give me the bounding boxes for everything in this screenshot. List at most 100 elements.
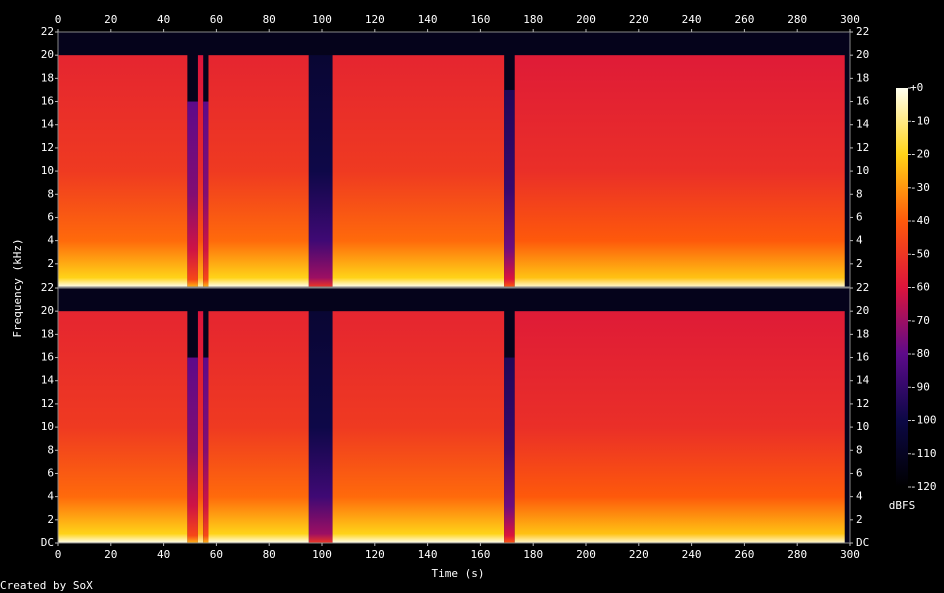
spectrum-segment [58, 55, 188, 287]
spectrum-segment [514, 311, 845, 543]
colorbar-tick-label: -110 [910, 447, 937, 460]
y-tick-label-right: 10 [856, 164, 869, 177]
x-tick-label: 220 [629, 548, 649, 561]
y-tick-label-right: 12 [856, 397, 869, 410]
y-tick-label-right: 8 [856, 443, 863, 456]
x-tick-label-top: 220 [629, 13, 649, 26]
y-tick-label: 20 [41, 304, 54, 317]
x-tick-label: 280 [787, 548, 807, 561]
y-tick-label-right: 12 [856, 141, 869, 154]
x-tick-label: 120 [365, 548, 385, 561]
y-tick-label: 4 [47, 490, 54, 503]
y-tick-label: 12 [41, 397, 54, 410]
spectrum-segment [58, 311, 188, 543]
x-tick-label-top: 80 [263, 13, 276, 26]
x-tick-label-top: 40 [157, 13, 170, 26]
y-tick-label-right: 2 [856, 513, 863, 526]
y-tick-label: 14 [41, 374, 55, 387]
x-tick-label: 300 [840, 548, 860, 561]
y-tick-label-right: 16 [856, 95, 869, 108]
plot-frame [57, 31, 851, 288]
y-tick-label: 8 [47, 443, 54, 456]
x-tick-label: 260 [734, 548, 754, 561]
x-tick-label: 20 [104, 548, 117, 561]
plot-frame [57, 287, 851, 544]
x-tick-label: 100 [312, 548, 332, 561]
colorbar-tick-label: -70 [910, 314, 930, 327]
y-tick-label-right: 4 [856, 490, 863, 503]
spectrum-segment [514, 55, 845, 287]
x-tick-label-top: 280 [787, 13, 807, 26]
x-tick-label-top: 120 [365, 13, 385, 26]
spectrum-segment [187, 357, 198, 543]
colorbar-label: dBFS [889, 499, 916, 512]
y-tick-label-right: 20 [856, 304, 869, 317]
x-tick-label-top: 260 [734, 13, 754, 26]
spectrum-segment [197, 55, 204, 287]
y-tick-label-right: DC [856, 536, 869, 549]
y-tick-label-right: 6 [856, 466, 863, 479]
y-tick-label: 10 [41, 420, 54, 433]
y-tick-label: 4 [47, 234, 54, 247]
y-tick-label: 14 [41, 118, 55, 131]
x-tick-label-top: 60 [210, 13, 223, 26]
y-tick-label: 2 [47, 257, 54, 270]
y-tick-label-right: 14 [856, 374, 870, 387]
colorbar-tick-label: +0 [910, 81, 923, 94]
colorbar [896, 88, 908, 487]
spectrum-segment [208, 311, 309, 543]
spectrum-segment [203, 101, 209, 287]
colorbar-tick-label: -50 [910, 247, 930, 260]
x-tick-label-top: 300 [840, 13, 860, 26]
y-tick-label-right: 14 [856, 118, 870, 131]
x-tick-label: 200 [576, 548, 596, 561]
y-tick-label: 20 [41, 48, 54, 61]
colorbar-tick-label: -10 [910, 114, 930, 127]
y-tick-label-right: 20 [856, 48, 869, 61]
y-tick-label-right: 4 [856, 234, 863, 247]
y-tick-label: 16 [41, 95, 54, 108]
x-tick-label: 0 [55, 548, 62, 561]
y-axis-label: Frequency (kHz) [11, 238, 24, 337]
x-tick-label: 60 [210, 548, 223, 561]
x-axis-label: Time (s) [432, 567, 485, 580]
x-tick-label-top: 160 [470, 13, 490, 26]
y-tick-label: 6 [47, 210, 54, 223]
y-tick-label-right: 2 [856, 257, 863, 270]
x-tick-label: 40 [157, 548, 170, 561]
y-tick-label-right: 10 [856, 420, 869, 433]
y-tick-label: 12 [41, 141, 54, 154]
x-tick-label-top: 240 [682, 13, 702, 26]
credit: Created by SoX [0, 579, 93, 592]
x-tick-label-top: 180 [523, 13, 543, 26]
y-tick-label: 6 [47, 466, 54, 479]
colorbar-tick-label: -30 [910, 181, 930, 194]
y-tick-label: 2 [47, 513, 54, 526]
y-tick-label: 22 [41, 281, 54, 294]
spectrum-segment [308, 55, 333, 287]
x-tick-label: 240 [682, 548, 702, 561]
y-tick-label: DC [41, 536, 54, 549]
y-tick-label-right: 18 [856, 327, 869, 340]
x-tick-label-top: 20 [104, 13, 117, 26]
colorbar-tick-label: -80 [910, 347, 930, 360]
x-tick-label-top: 100 [312, 13, 332, 26]
y-tick-label: 18 [41, 327, 54, 340]
y-tick-label-right: 22 [856, 281, 869, 294]
y-tick-label-right: 16 [856, 351, 869, 364]
x-tick-label-top: 0 [55, 13, 62, 26]
spectrum-segment [332, 55, 505, 287]
colorbar-tick-label: -120 [910, 480, 937, 493]
y-tick-label-right: 18 [856, 71, 869, 84]
spectrum-segment [208, 55, 309, 287]
spectrum-segment [308, 311, 333, 543]
x-tick-label: 140 [418, 548, 438, 561]
y-tick-label-right: 8 [856, 187, 863, 200]
spectrum-segment [504, 89, 515, 287]
y-tick-label-right: 6 [856, 210, 863, 223]
colorbar-tick-label: -20 [910, 148, 930, 161]
spectrum-segment [332, 311, 505, 543]
x-tick-label-top: 140 [418, 13, 438, 26]
y-tick-label-right: 22 [856, 25, 869, 38]
